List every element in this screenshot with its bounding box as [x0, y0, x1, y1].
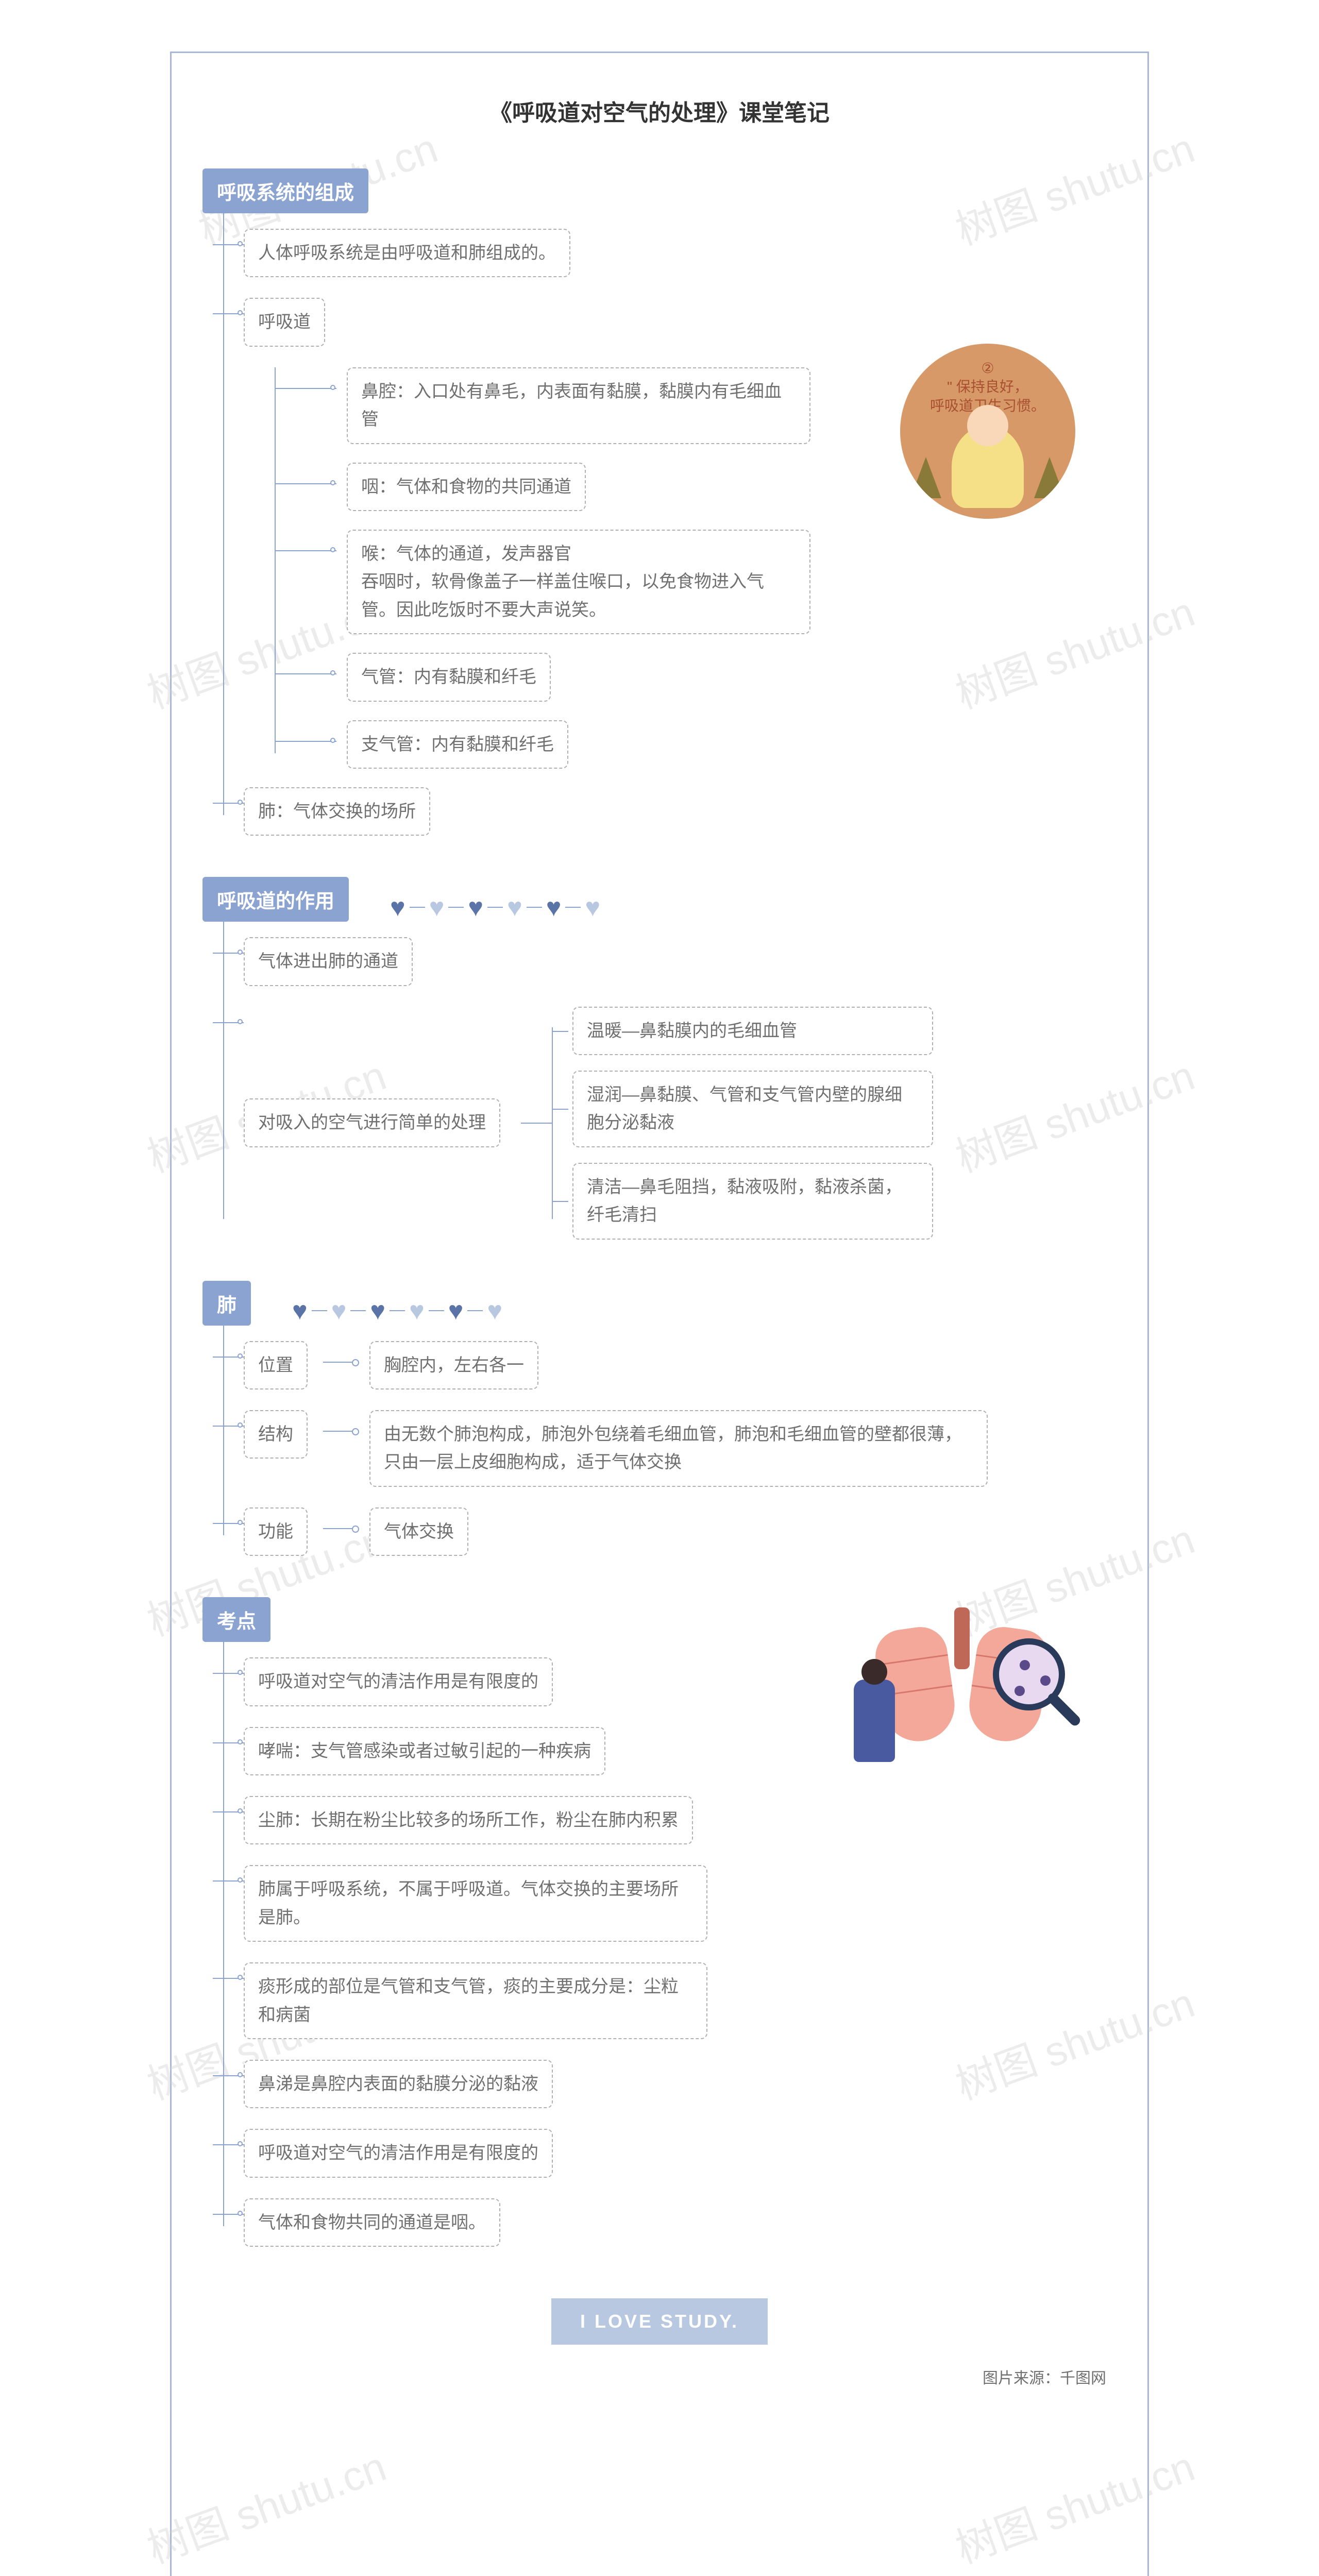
node-text: 支气管：内有黏膜和纤毛: [347, 720, 568, 769]
value-structure: 由无数个肺泡构成，肺泡外包绕着毛细血管，肺泡和毛细血管的壁都很薄，只由一层上皮细…: [369, 1410, 988, 1487]
value-position: 胸腔内，左右各一: [369, 1341, 538, 1389]
tree-line: [223, 1628, 224, 2226]
label-structure: 结构: [244, 1410, 308, 1459]
node-text: 呼吸道: [244, 298, 325, 346]
node-text: 尘肺：长期在粉尘比较多的场所工作，粉尘在肺内积累: [244, 1796, 693, 1844]
heart-icon: ♥: [585, 892, 600, 922]
heart-icon: ♥: [331, 1296, 347, 1326]
section-header: 呼吸系统的组成: [202, 168, 368, 213]
heart-icon: ♥: [546, 892, 562, 922]
node-warm: 温暖—鼻黏膜内的毛细血管: [572, 1007, 933, 1055]
respiratory-tract-children: 鼻腔：入口处有鼻毛，内表面有黏膜，黏膜内有毛细血管 咽：气体和食物的共同通道 喉…: [306, 367, 1117, 769]
node-text: 人体呼吸系统是由呼吸道和肺组成的。: [244, 229, 570, 277]
page-title: 《呼吸道对空气的处理》课堂笔记: [202, 94, 1117, 127]
node-pharynx: 咽：气体和食物的共同通道: [306, 463, 1117, 511]
heart-icon: ♥: [409, 1296, 425, 1326]
section-header: 考点: [202, 1597, 270, 1642]
row-structure: 结构 由无数个肺泡构成，肺泡外包绕着毛细血管，肺泡和毛细血管的壁都很薄，只由一层…: [244, 1410, 1117, 1487]
node-text: 鼻涕是鼻腔内表面的黏膜分泌的黏液: [244, 2060, 553, 2108]
section-lungs: 肺 ♥ ♥ ♥ ♥ ♥ ♥ 位置 胸腔内，左右各一 结构: [202, 1281, 1117, 1556]
value-function: 气体交换: [369, 1507, 468, 1556]
section-exam-points: 考点 呼吸道对空气的清洁作用是有限度的 哮喘：支气管感染或者过敏引起的一种疾病: [202, 1597, 1117, 2247]
node-nasal-cavity: 鼻腔：入口处有鼻毛，内表面有黏膜，黏膜内有毛细血管: [306, 367, 1117, 444]
node-text: 肺：气体交换的场所: [244, 787, 430, 836]
watermark: 树图 shutu.cn: [946, 2434, 1202, 2575]
node-text: 气体和食物共同的通道是咽。: [244, 2198, 500, 2247]
node-text: 肺属于呼吸系统，不属于呼吸道。气体交换的主要场所是肺。: [244, 1865, 707, 1942]
node-respiratory-tract: 呼吸道: [244, 298, 1117, 346]
node-text: 呼吸道对空气的清洁作用是有限度的: [244, 2129, 553, 2177]
section-header: 肺: [202, 1281, 251, 1326]
row-position: 位置 胸腔内，左右各一: [244, 1341, 1117, 1389]
node-text: 呼吸道对空气的清洁作用是有限度的: [244, 1657, 553, 1706]
heart-icon: ♥: [487, 1296, 502, 1326]
exam-point: 呼吸道对空气的清洁作用是有限度的: [244, 2129, 1117, 2177]
exam-point: 鼻涕是鼻腔内表面的黏膜分泌的黏液: [244, 2060, 1117, 2108]
node-trachea: 气管：内有黏膜和纤毛: [306, 653, 1117, 701]
heart-icon: ♥: [507, 892, 522, 922]
image-source-label: 图片来源：千图网: [202, 2365, 1117, 2388]
section-tract-function: 呼吸道的作用 ♥ ♥ ♥ ♥ ♥ ♥ 气体进出肺的通道 对吸入的空气进行简单的处…: [202, 877, 1117, 1239]
heart-icon: ♥: [370, 1296, 385, 1326]
watermark: 树图 shutu.cn: [138, 2434, 393, 2575]
node-lungs: 肺：气体交换的场所: [244, 787, 1117, 836]
tree-line: [223, 1312, 224, 1536]
exam-point: 尘肺：长期在粉尘比较多的场所工作，粉尘在肺内积累: [244, 1796, 1117, 1844]
heart-icon: ♥: [468, 892, 483, 922]
label-function: 功能: [244, 1507, 308, 1556]
node-larynx: 喉：气体的通道，发声器官 吞咽时，软骨像盖子一样盖住喉口，以免食物进入气管。因此…: [306, 530, 1117, 634]
tree-line: [223, 908, 224, 1218]
exam-point: 哮喘：支气管感染或者过敏引起的一种疾病: [244, 1727, 1117, 1775]
node-text: 咽：气体和食物的共同通道: [347, 463, 586, 511]
node-composition: 人体呼吸系统是由呼吸道和肺组成的。: [244, 229, 1117, 277]
heart-icon: ♥: [390, 892, 405, 922]
processing-children: 温暖—鼻黏膜内的毛细血管 湿润—鼻黏膜、气管和支气管内壁的腺细胞分泌黏液 清洁—…: [572, 1007, 933, 1240]
heart-icon: ♥: [429, 892, 445, 922]
node-text: 对吸入的空气进行简单的处理: [244, 1098, 500, 1147]
node-text: 哮喘：支气管感染或者过敏引起的一种疾病: [244, 1727, 605, 1775]
node-text: 喉：气体的通道，发声器官 吞咽时，软骨像盖子一样盖住喉口，以免食物进入气管。因此…: [347, 530, 810, 634]
paper-frame: 树图 shutu.cn 树图 shutu.cn 树图 shutu.cn 树图 s…: [170, 52, 1149, 2576]
exam-point: 痰形成的部位是气管和支气管，痰的主要成分是：尘粒和病菌: [244, 1962, 1117, 2039]
heart-icon: ♥: [448, 1296, 464, 1326]
exam-point: 呼吸道对空气的清洁作用是有限度的: [244, 1657, 1117, 1706]
hearts-divider: ♥ ♥ ♥ ♥ ♥ ♥: [390, 892, 600, 922]
node-text: 痰形成的部位是气管和支气管，痰的主要成分是：尘粒和病菌: [244, 1962, 707, 2039]
row-function: 功能 气体交换: [244, 1507, 1117, 1556]
node-text: 气管：内有黏膜和纤毛: [347, 653, 551, 701]
exam-point: 气体和食物共同的通道是咽。: [244, 2198, 1117, 2247]
tree-line: [223, 199, 224, 815]
node-bronchi: 支气管：内有黏膜和纤毛: [306, 720, 1117, 769]
node-air-passage: 气体进出肺的通道: [244, 937, 1117, 986]
canvas: 树图 shutu.cn 树图 shutu.cn 树图 shutu.cn 树图 s…: [0, 0, 1319, 2576]
label-position: 位置: [244, 1341, 308, 1389]
node-text: 鼻腔：入口处有鼻毛，内表面有黏膜，黏膜内有毛细血管: [347, 367, 810, 444]
footer-badge: I LOVE STUDY.: [551, 2298, 768, 2345]
heart-icon: ♥: [292, 1296, 308, 1326]
section-respiratory-system: 呼吸系统的组成 ② " 保持良好， 呼吸道卫生习惯。 人体呼吸系统是由呼吸道和肺…: [202, 168, 1117, 836]
exam-point: 肺属于呼吸系统，不属于呼吸道。气体交换的主要场所是肺。: [244, 1865, 1117, 1942]
node-air-processing: 对吸入的空气进行简单的处理 温暖—鼻黏膜内的毛细血管 湿润—鼻黏膜、气管和支气管…: [244, 1007, 1117, 1240]
node-clean: 清洁—鼻毛阻挡，黏液吸附，黏液杀菌，纤毛清扫: [572, 1163, 933, 1240]
section-header: 呼吸道的作用: [202, 877, 349, 922]
hearts-divider: ♥ ♥ ♥ ♥ ♥ ♥: [292, 1296, 502, 1326]
node-moisten: 湿润—鼻黏膜、气管和支气管内壁的腺细胞分泌黏液: [572, 1071, 933, 1147]
node-text: 气体进出肺的通道: [244, 937, 413, 986]
